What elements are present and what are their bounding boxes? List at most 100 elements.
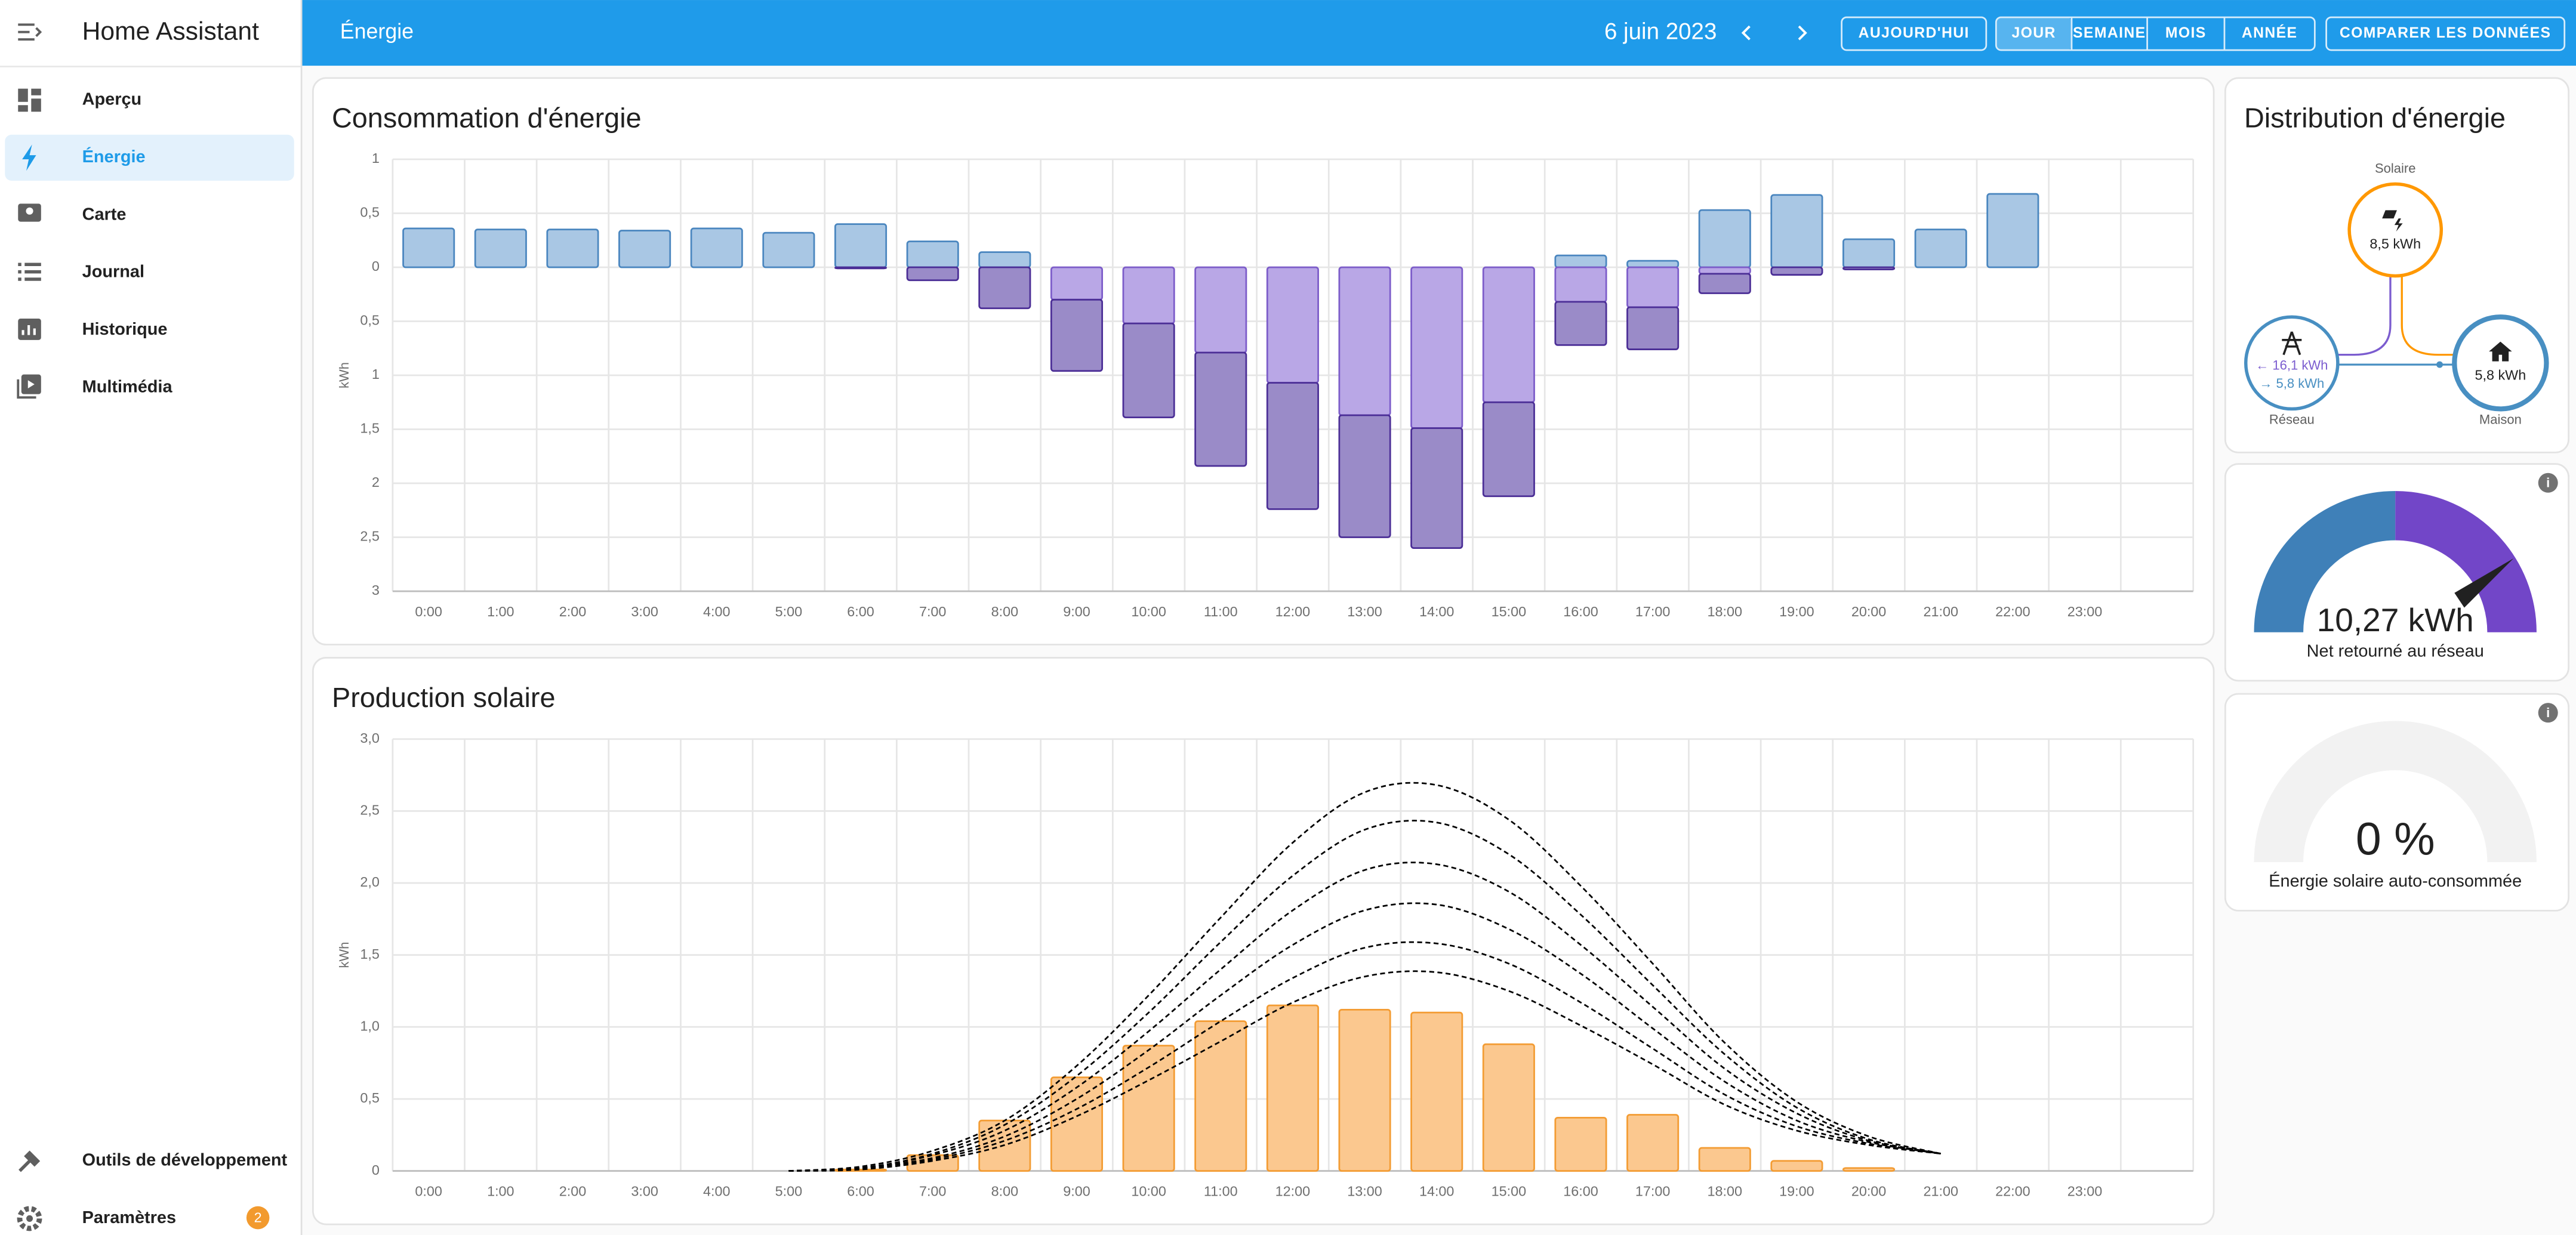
home-node: [2452, 314, 2549, 412]
bar: [1554, 254, 1607, 268]
bar: [1698, 209, 1751, 268]
x-tick-label: 23:00: [2067, 1184, 2103, 1199]
bar: [1770, 1160, 1823, 1172]
period-button[interactable]: MOIS: [2165, 25, 2207, 41]
card: [2224, 693, 2569, 912]
x-tick-label: 11:00: [1204, 1184, 1238, 1199]
bar: [762, 231, 815, 268]
nav-label: Historique: [82, 320, 168, 339]
bar: [1842, 1167, 1896, 1172]
bar: [978, 266, 1031, 310]
period-group: JOUR SEMAINE MOIS ANNÉE: [1995, 16, 2316, 51]
gauge-label: Énergie solaire auto-consommée: [2269, 871, 2522, 891]
gauge-arc: [2254, 721, 2537, 863]
bar: [978, 251, 1031, 268]
nav-item[interactable]: Historique: [18, 319, 167, 340]
x-tick-label: 21:00: [1923, 1184, 1958, 1199]
info-icon: i: [2546, 475, 2550, 490]
nav-label: Énergie: [82, 146, 146, 166]
x-tick-label: 2:00: [559, 604, 587, 619]
y-tick-label: 0: [372, 258, 380, 274]
y-tick-label: 1,5: [360, 946, 380, 962]
y-tick-label: 3: [372, 582, 380, 598]
y-tick-label: 0,5: [360, 313, 380, 328]
x-tick-label: 13:00: [1347, 604, 1382, 619]
y-axis-label: kWh: [337, 942, 352, 968]
x-tick-label: 4:00: [703, 1184, 731, 1199]
node-label: Maison: [2479, 412, 2522, 427]
x-tick-label: 22:00: [1995, 1184, 2030, 1199]
bar: [834, 223, 888, 268]
x-tick-label: 17:00: [1635, 1184, 1670, 1199]
bar: [1338, 414, 1391, 538]
gauge-label: Net retourné au réseau: [2307, 641, 2484, 660]
nav-icon-detail: [27, 380, 35, 389]
nav-item[interactable]: Paramètres 2: [17, 1206, 270, 1231]
sidebar-bg: [0, 0, 301, 1235]
nav-item-active[interactable]: Énergie: [5, 134, 294, 181]
y-tick-label: 0: [372, 1162, 380, 1178]
flow-line: [2401, 276, 2455, 356]
x-tick-label: 18:00: [1708, 1184, 1743, 1199]
badge: [246, 1206, 270, 1230]
toolbar: Énergie 6 juin 2023 AUJOURD'HUI JOUR SEM…: [302, 0, 2576, 66]
bar: [1770, 266, 1823, 276]
y-tick-label: 2,5: [360, 802, 380, 818]
period-button[interactable]: JOUR: [2012, 25, 2056, 41]
bar: [1194, 1020, 1247, 1172]
toolbar-bg: [302, 0, 2576, 66]
compare-button[interactable]: COMPARER LES DONNÉES: [2325, 16, 2566, 51]
bar: [1122, 322, 1175, 418]
period-button[interactable]: SEMAINE: [2073, 25, 2146, 41]
prev-button[interactable]: [1741, 25, 1751, 41]
bar: [1482, 266, 1535, 403]
forecast-line: [788, 902, 1941, 1172]
gauge-arc: [2395, 491, 2537, 633]
card: [2224, 463, 2569, 682]
y-tick-label: 1,0: [360, 1018, 380, 1033]
x-tick-label: 19:00: [1779, 1184, 1814, 1199]
bar: [1698, 266, 1751, 275]
node-value: 5,8 kWh: [2475, 368, 2526, 383]
period-button[interactable]: ANNÉE: [2242, 24, 2298, 41]
node-value: 8,5 kWh: [2369, 236, 2421, 251]
today-button[interactable]: AUJOURD'HUI: [1841, 16, 1988, 51]
bar: [474, 229, 527, 268]
menu-button[interactable]: [18, 23, 42, 41]
bar: [402, 227, 455, 268]
x-tick-label: 16:00: [1563, 604, 1598, 619]
sidebar-title: Home Assistant: [82, 17, 259, 45]
bar: [906, 240, 959, 268]
nav-label: Multimédia: [82, 377, 173, 396]
nav-item[interactable]: Aperçu: [18, 88, 141, 112]
bar: [1626, 260, 1680, 268]
x-tick-label: 6:00: [847, 1184, 874, 1199]
x-tick-label: 1:00: [487, 604, 514, 619]
nav-item[interactable]: Outils de développement: [19, 1150, 288, 1172]
y-axis-label: kWh: [337, 362, 352, 388]
solar-node: [2347, 182, 2443, 278]
bar: [1338, 266, 1391, 416]
flow-dot: [2436, 361, 2443, 368]
bar: [1986, 193, 2039, 268]
info-button[interactable]: [2538, 703, 2558, 723]
bar: [1266, 266, 1319, 384]
bar: [1626, 266, 1680, 308]
nav-icon: [18, 88, 41, 112]
bar: [1122, 1045, 1175, 1172]
nav-highlight: [5, 134, 294, 181]
nav-item[interactable]: Journal: [18, 263, 144, 282]
nav-item[interactable]: Carte: [18, 203, 127, 224]
nav-item[interactable]: Multimédia: [17, 374, 173, 399]
next-button[interactable]: [1798, 25, 1807, 41]
nav-icon-detail: [26, 1215, 33, 1222]
bar: [1266, 382, 1319, 510]
info-button[interactable]: [2538, 473, 2558, 493]
y-tick-label: 1,5: [360, 421, 380, 436]
bar: [1050, 298, 1104, 372]
x-tick-label: 1:00: [487, 1184, 514, 1199]
x-tick-label: 20:00: [1851, 1184, 1887, 1199]
button-label: AUJOURD'HUI: [1859, 25, 1970, 41]
bar: [1626, 306, 1680, 350]
